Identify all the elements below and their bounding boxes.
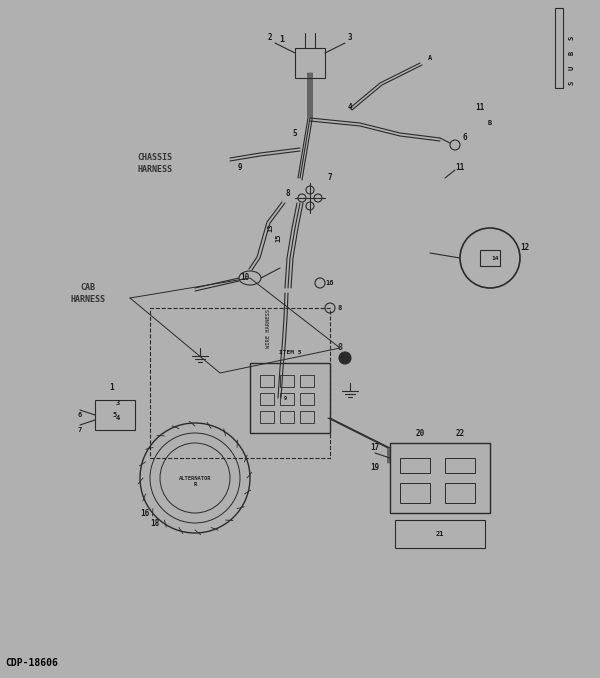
Text: ITEM 5: ITEM 5	[279, 351, 301, 355]
Text: B: B	[488, 120, 492, 126]
Text: 5: 5	[113, 412, 117, 418]
Text: 3: 3	[116, 400, 120, 406]
Text: 18: 18	[151, 519, 160, 527]
Text: 11: 11	[455, 163, 464, 172]
Bar	[280, 375, 294, 387]
Text: 8: 8	[338, 305, 342, 311]
Bar	[445, 483, 475, 503]
Text: 2: 2	[268, 33, 272, 43]
Text: 9: 9	[283, 395, 287, 401]
Bar	[250, 363, 330, 433]
Text: 15: 15	[275, 234, 281, 242]
Text: 22: 22	[455, 428, 464, 437]
Bar	[395, 520, 485, 548]
Text: 20: 20	[415, 428, 425, 437]
Bar	[300, 375, 314, 387]
Bar	[400, 483, 430, 503]
Bar	[400, 458, 430, 473]
Text: 6: 6	[463, 134, 467, 142]
Bar	[300, 411, 314, 423]
Text: 3: 3	[347, 33, 352, 43]
Text: 13: 13	[267, 224, 273, 233]
Text: S: S	[569, 81, 575, 85]
Text: 16: 16	[140, 508, 149, 517]
Text: 10: 10	[241, 273, 250, 283]
Text: 16: 16	[326, 280, 334, 286]
Text: S: S	[569, 36, 575, 40]
Text: HARNESS: HARNESS	[71, 296, 106, 304]
Bar	[280, 411, 294, 423]
Text: CHASSIS: CHASSIS	[137, 153, 173, 163]
Text: B: B	[569, 51, 575, 55]
Text: 12: 12	[520, 243, 530, 252]
Text: 8: 8	[337, 344, 343, 353]
Bar	[480, 250, 500, 266]
Bar	[390, 443, 490, 513]
Bar	[95, 400, 135, 430]
Text: 14: 14	[491, 256, 499, 260]
Text: 9: 9	[238, 163, 242, 172]
Text: ALTERNATOR: ALTERNATOR	[179, 475, 211, 481]
Bar	[260, 411, 274, 423]
Text: CAB: CAB	[80, 283, 95, 292]
Text: 1: 1	[110, 384, 115, 393]
Text: 8: 8	[286, 188, 290, 197]
Text: 11: 11	[475, 104, 485, 113]
Circle shape	[339, 352, 351, 364]
Text: 7: 7	[78, 427, 82, 433]
Bar	[280, 393, 294, 405]
Text: 6: 6	[78, 412, 82, 418]
Text: 4: 4	[347, 104, 352, 113]
Text: HARNESS: HARNESS	[137, 165, 173, 174]
Text: 4: 4	[116, 415, 120, 421]
Bar	[260, 375, 274, 387]
Text: CDP-18606: CDP-18606	[5, 658, 58, 668]
Text: 1: 1	[280, 35, 284, 45]
Text: WIRE HARNESS: WIRE HARNESS	[265, 308, 271, 348]
Bar	[260, 393, 274, 405]
Text: 5: 5	[293, 129, 298, 138]
Text: 7: 7	[328, 174, 332, 182]
Text: 19: 19	[370, 464, 380, 473]
Text: U: U	[569, 66, 575, 70]
Bar	[555, 8, 563, 88]
Bar	[295, 48, 325, 78]
Text: A: A	[428, 55, 432, 61]
Text: 21: 21	[436, 531, 444, 537]
Bar	[445, 458, 475, 473]
Text: 17: 17	[370, 443, 380, 452]
Bar	[300, 393, 314, 405]
Bar	[150, 308, 330, 458]
Text: R: R	[193, 483, 197, 487]
